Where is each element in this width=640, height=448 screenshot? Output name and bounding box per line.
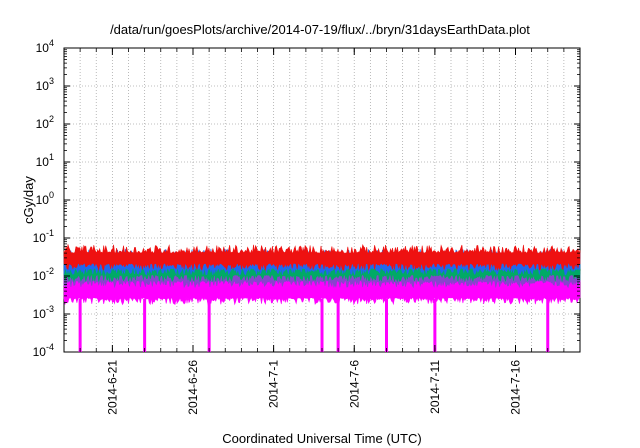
x-axis-label: Coordinated Universal Time (UTC) — [222, 431, 422, 446]
y-tick-label: 103 — [36, 76, 54, 93]
x-tick-label: 2014-7-11 — [428, 360, 442, 414]
series-group — [63, 243, 581, 352]
y-axis-label: cGy/day — [21, 176, 36, 224]
x-tick-label: 2014-7-1 — [267, 360, 281, 408]
dropout-spike — [433, 298, 437, 352]
y-tick-label: 102 — [36, 114, 54, 131]
y-tick-label: 10-3 — [33, 304, 54, 321]
dropout-spike — [78, 298, 82, 352]
y-tick-label: 10-1 — [33, 228, 54, 245]
series-band — [63, 243, 581, 272]
axis-ticks — [64, 47, 580, 353]
x-tick-label: 2014-7-16 — [509, 360, 523, 415]
tick-labels: 10-4 10-3 10-2 10-1 100 101 102 103 104 2014-6-21… — [33, 38, 523, 415]
chart-title: /data/run/goesPlots/archive/2014-07-19/f… — [110, 22, 530, 37]
x-tick-label: 2014-6-21 — [105, 360, 119, 415]
dropout-spike — [546, 298, 550, 352]
dropout-spike — [143, 298, 147, 352]
dropout-spike — [385, 298, 388, 352]
x-tick-label: 2014-7-6 — [347, 360, 361, 408]
y-tick-label: 10-2 — [33, 266, 54, 283]
dropout-spike — [320, 298, 324, 352]
y-tick-label: 104 — [36, 38, 54, 55]
dropout-spike — [336, 298, 340, 352]
y-tick-label: 101 — [36, 152, 54, 169]
y-tick-label: 100 — [36, 190, 54, 207]
dropout-spike — [207, 298, 211, 352]
x-tick-label: 2014-6-26 — [186, 360, 200, 415]
y-tick-label: 10-4 — [33, 342, 54, 359]
